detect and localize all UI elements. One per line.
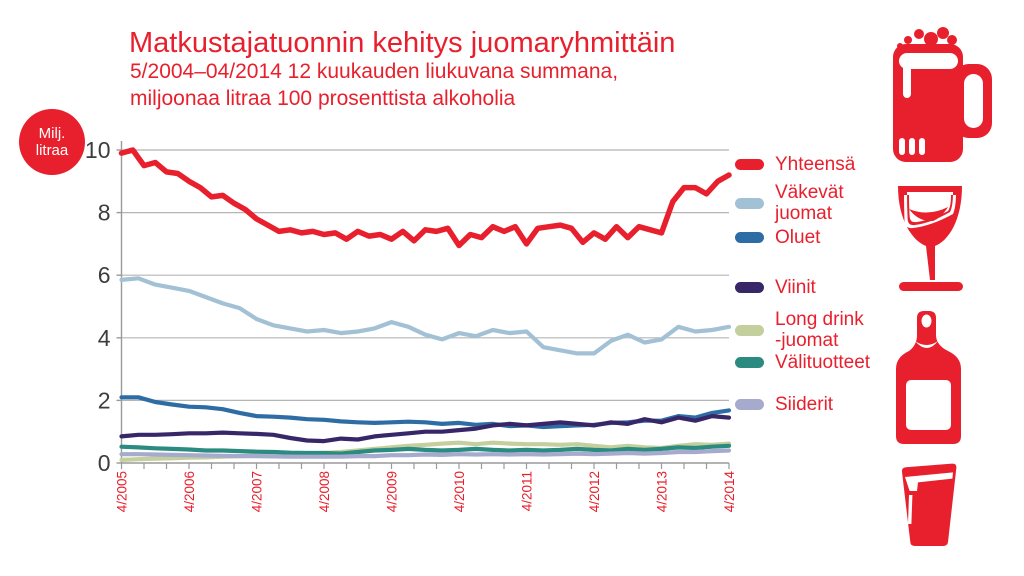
- x-axis-label: 4/2007: [250, 471, 265, 512]
- x-axis-label: 4/2005: [115, 471, 130, 512]
- x-axis-label: 4/2014: [722, 471, 737, 513]
- drink-glass-icon: [901, 463, 957, 546]
- x-axis-label: 4/2011: [520, 471, 535, 511]
- x-axis-label: 4/2006: [182, 471, 197, 512]
- y-axis-label: 8: [98, 200, 111, 226]
- y-axis-label: 4: [98, 325, 111, 351]
- x-axis-label: 4/2010: [452, 471, 467, 512]
- page-title: Matkustajatuonnin kehitys juomaryhmittäi…: [129, 27, 676, 59]
- x-axis-label: 4/2009: [385, 471, 400, 512]
- series-line-yhteensa: [118, 147, 732, 249]
- series-line-vakevat-juomat: [119, 276, 732, 356]
- subtitle-line-1: 5/2004–04/2014 12 kuukauden liukuvana su…: [130, 60, 619, 83]
- x-axis-label: 4/2013: [655, 471, 670, 512]
- x-axis-label: 4/2012: [587, 471, 602, 512]
- unit-badge-line2: litraa: [35, 142, 69, 159]
- y-axis-label: 6: [98, 262, 111, 288]
- series-line-siiderit: [119, 448, 732, 459]
- wine-glass-icon: [898, 186, 963, 291]
- beer-mug-icon: [893, 27, 992, 162]
- y-axis-unit-badge: Milj. litraa: [19, 109, 85, 175]
- unit-badge-line1: Milj.: [38, 125, 66, 142]
- y-axis-label: 10: [85, 137, 111, 163]
- wine-bottle-icon: [896, 311, 961, 444]
- series-line-viinit: [119, 414, 732, 444]
- series-line-valituotteet: [119, 443, 732, 456]
- y-axis-label: 2: [98, 387, 111, 413]
- x-axis-label: 4/2008: [317, 471, 332, 512]
- subtitle-line-2: miljoonaa litraa 100 prosenttista alkoho…: [130, 87, 516, 110]
- y-axis-label: 0: [98, 450, 111, 476]
